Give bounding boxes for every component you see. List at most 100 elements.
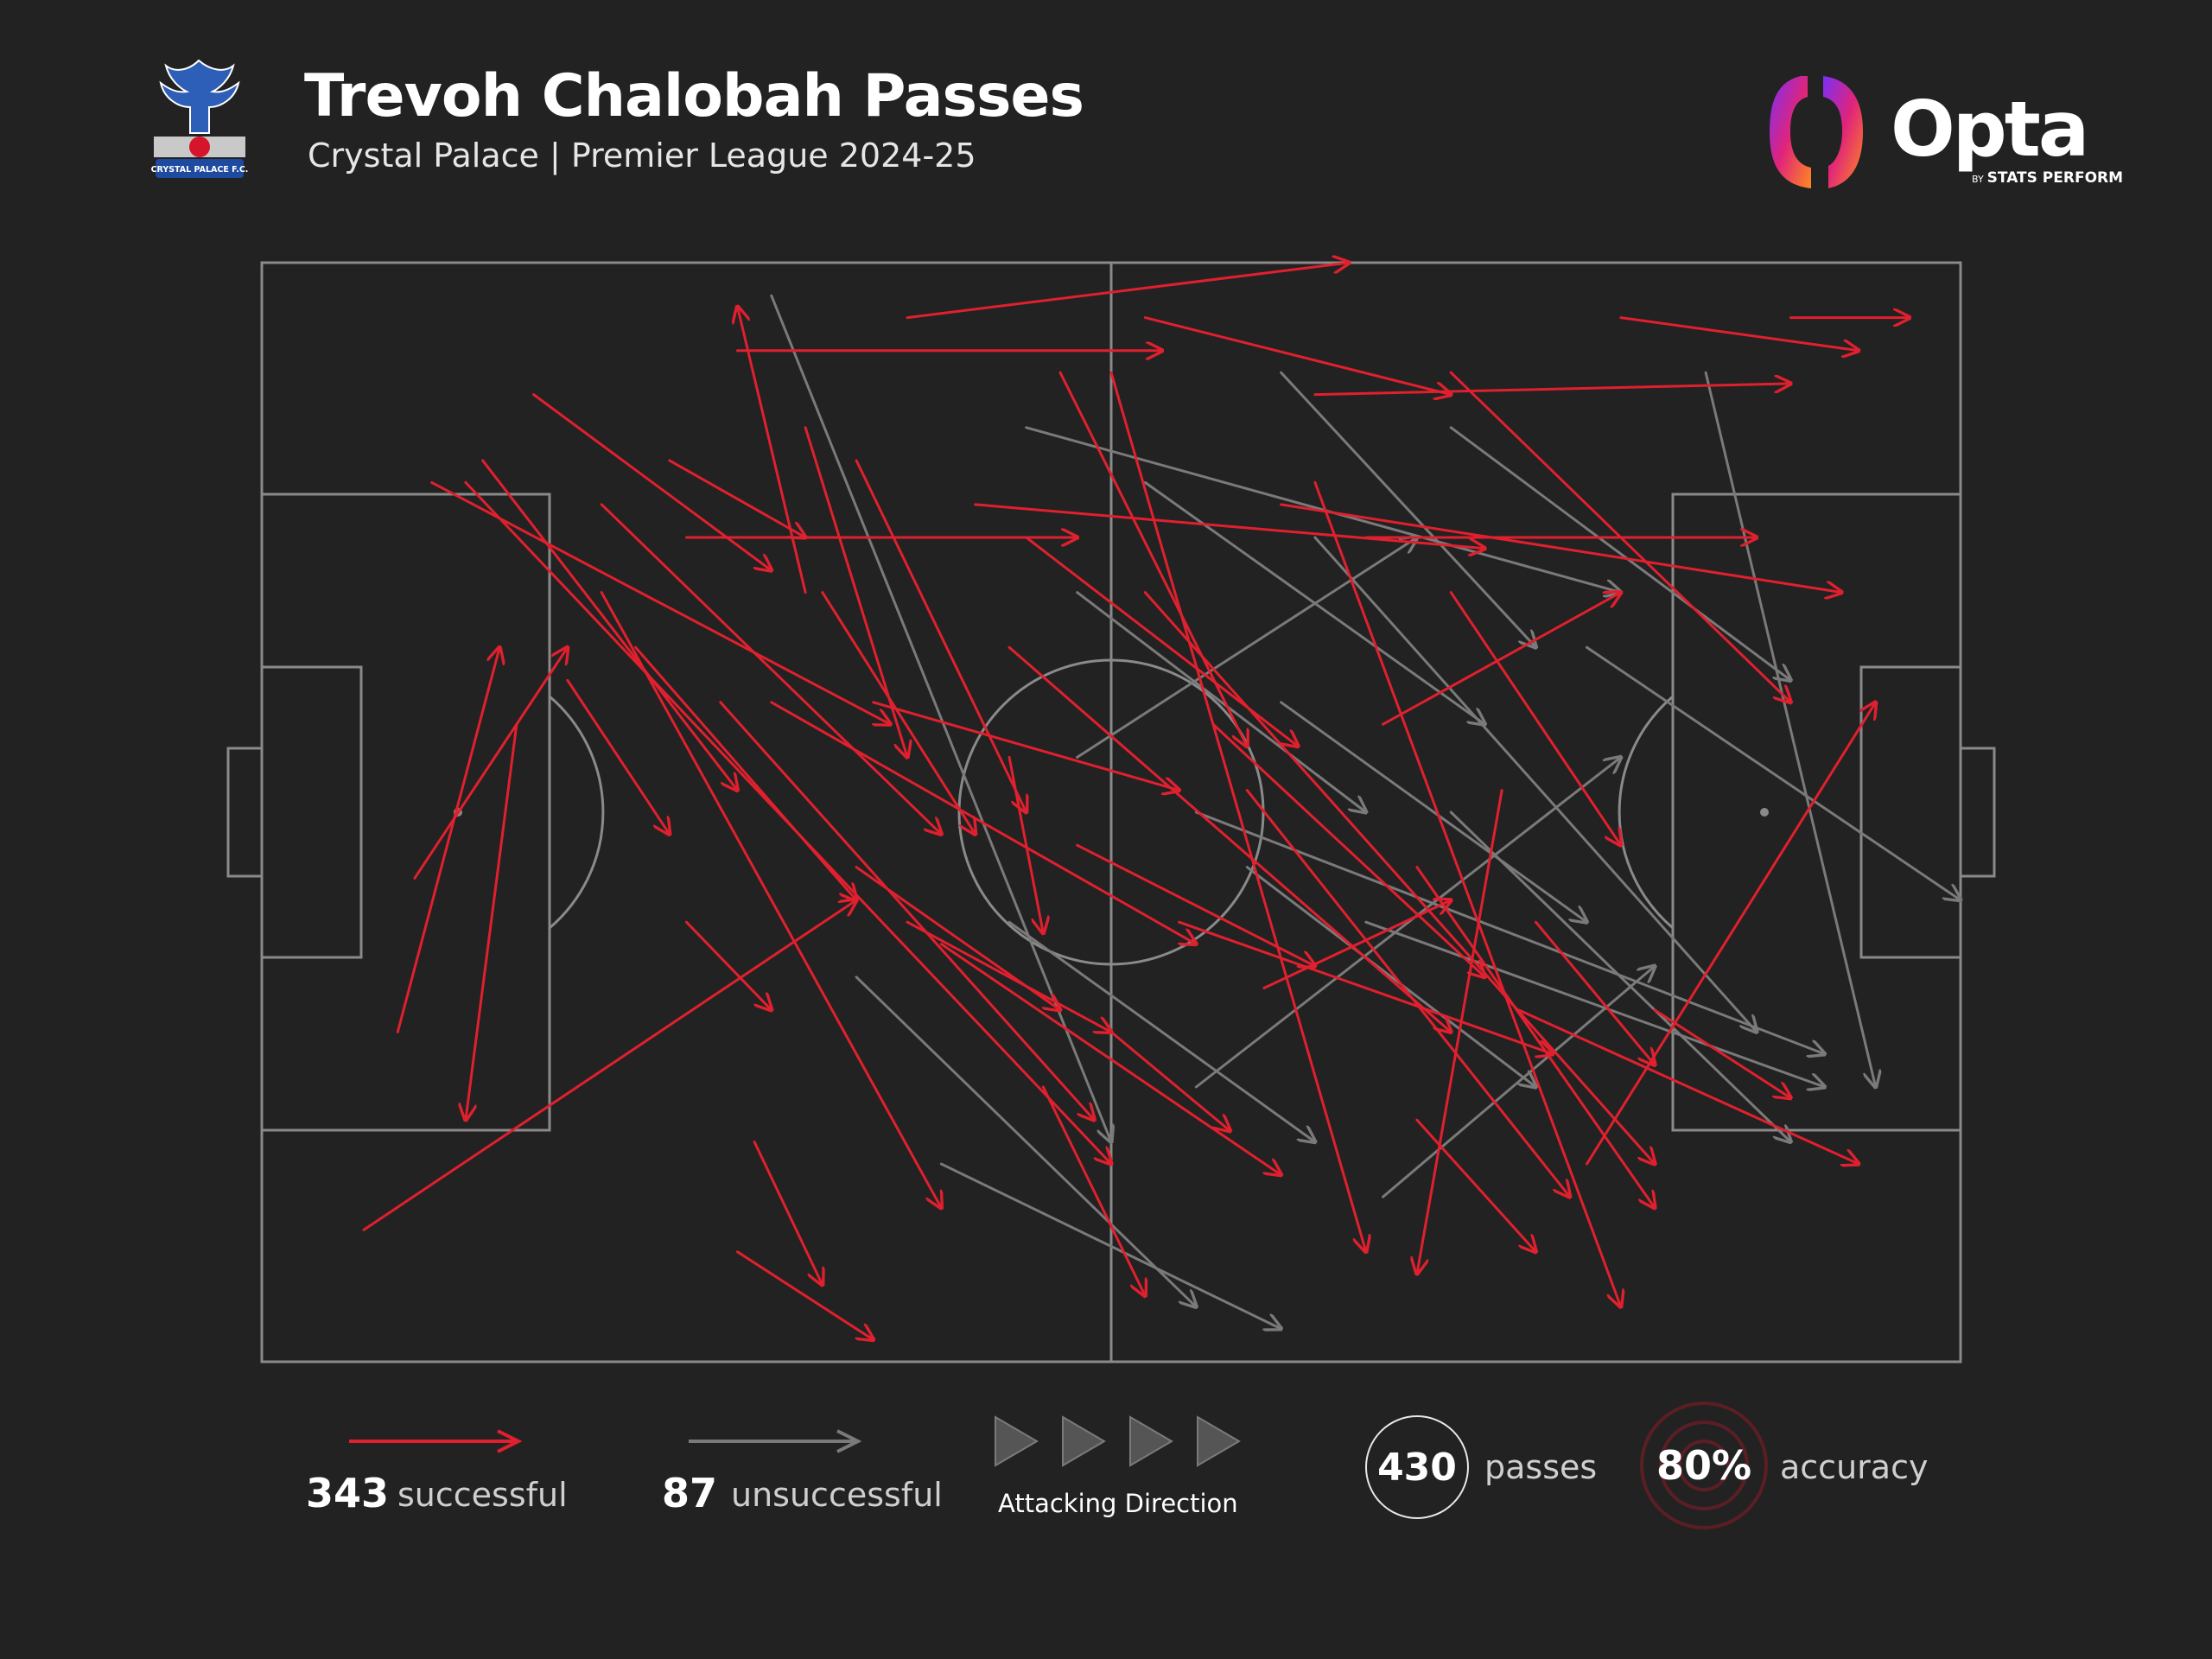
successful-pass-arrow xyxy=(1262,900,1451,990)
successful-pass-arrow xyxy=(481,459,738,791)
successful-pass-arrow xyxy=(1517,1008,1859,1164)
triangle-right-icon xyxy=(995,1415,1039,1467)
header: CRYSTAL PALACE F.C. Trevoh Chalobah Pass… xyxy=(0,0,2212,207)
unsuccessful-pass-arrow xyxy=(1194,810,1824,1054)
successful-passes xyxy=(362,263,1910,1340)
successful-pass-arrow xyxy=(1025,536,1299,747)
page-subtitle: Crystal Palace | Premier League 2024-25 xyxy=(308,137,976,175)
accuracy-badge: 80% xyxy=(1638,1400,1770,1531)
successful-pass-arrow xyxy=(396,647,499,1033)
unsuccessful-pass-arrow xyxy=(1143,480,1484,724)
successful-pass-arrow xyxy=(600,591,941,1208)
passes-count-badge: 430 xyxy=(1365,1415,1469,1519)
right-goal xyxy=(1959,747,1996,878)
successful-count: 343 xyxy=(306,1470,390,1516)
successful-pass-arrow xyxy=(1313,480,1621,1306)
unsuccessful-pass-arrow xyxy=(1382,966,1656,1198)
legend: 343 successful 87 unsuccessful 430 passe… xyxy=(0,1382,2212,1659)
accuracy-value: 80% xyxy=(1656,1442,1752,1489)
opta-wordmark: Opta xyxy=(1891,85,2089,174)
successful-pass-arrow xyxy=(770,701,1197,944)
unsuccessful-pass-arrow xyxy=(1194,757,1621,1089)
successful-pass-arrow xyxy=(753,1141,823,1285)
successful-pass-arrow xyxy=(466,722,518,1120)
unsuccessful-pass-arrow xyxy=(1585,645,1961,900)
successful-pass-arrow xyxy=(872,701,1179,791)
left-goal xyxy=(226,747,264,878)
successful-label: successful xyxy=(397,1476,568,1514)
successful-pass-arrow xyxy=(1007,755,1043,933)
successful-pass-arrow xyxy=(974,503,1485,549)
successful-pass-arrow xyxy=(1585,702,1875,1166)
unsuccessful-passes xyxy=(770,294,1961,1329)
successful-pass-arrow xyxy=(566,678,670,834)
unsuccessful-pass-arrow xyxy=(1076,537,1417,759)
unsuccessful-pass-arrow xyxy=(1245,866,1535,1087)
opta-logo-icon xyxy=(1770,76,1863,188)
unsuccessful-pass-arrow xyxy=(1704,371,1876,1087)
right-penalty-spot xyxy=(1760,808,1769,817)
unsuccessful-pass-arrow xyxy=(1007,920,1315,1141)
successful-pass-arrow xyxy=(634,645,857,900)
successful-pass-arrow xyxy=(1415,866,1655,1208)
successful-pass-arrow xyxy=(362,900,856,1231)
successful-pass-arrow xyxy=(1178,920,1554,1054)
successful-pass-arrow xyxy=(735,1250,873,1340)
unsuccessful-pass-arrow xyxy=(1280,371,1536,647)
successful-pass-arrow xyxy=(1245,789,1570,1198)
successful-pass-arrow xyxy=(1007,645,1451,1032)
left-penalty-arc xyxy=(549,695,605,930)
triangle-right-icon xyxy=(1129,1415,1173,1467)
successful-pass-arrow xyxy=(719,701,1095,1120)
successful-pass-arrow xyxy=(804,426,907,758)
successful-pass-arrow xyxy=(1535,920,1656,1065)
passes-label: passes xyxy=(1484,1448,1598,1486)
target-rings-icon xyxy=(1640,1402,1768,1529)
unsuccessful-pass-arrow xyxy=(1313,536,1757,1032)
pitch-lines xyxy=(226,261,1996,1363)
successful-pass-arrow xyxy=(413,647,568,880)
unsuccessful-pass-arrow xyxy=(939,1162,1281,1329)
successful-pass-arrow xyxy=(1382,593,1621,726)
pass-map xyxy=(207,242,2022,1382)
attacking-direction-arrows xyxy=(995,1415,1241,1467)
triangle-right-icon xyxy=(1197,1415,1241,1467)
successful-pass-arrow xyxy=(906,920,1111,1032)
successful-pass-arrow xyxy=(430,480,891,724)
opta-byline: BY STATS PERFORM xyxy=(1972,169,2123,187)
successful-pass-arrow xyxy=(821,591,976,835)
successful-pass-arrow xyxy=(855,459,1027,812)
successful-pass-arrow xyxy=(668,459,805,537)
successful-pass-arrow xyxy=(1076,843,1315,966)
successful-pass-arrow xyxy=(1109,1030,1230,1130)
accuracy-label: accuracy xyxy=(1780,1448,1929,1486)
successful-pass-arrow xyxy=(1619,316,1859,351)
successful-pass-arrow xyxy=(1041,1085,1145,1296)
successful-pass-arrow xyxy=(939,943,1281,1175)
successful-pass-arrow xyxy=(1415,1118,1536,1252)
successful-pass-arrow xyxy=(532,393,772,571)
right-six-yard-box xyxy=(1859,665,1962,959)
crest-text: CRYSTAL PALACE F.C. xyxy=(151,165,249,175)
successful-pass-arrow xyxy=(1109,371,1366,1252)
unsuccessful-pass-arrow xyxy=(1076,591,1366,812)
triangle-right-icon xyxy=(1062,1415,1106,1467)
page-title: Trevoh Chalobah Passes xyxy=(304,62,1084,130)
unsuccessful-arrow-icon xyxy=(689,1429,862,1453)
successful-pass-arrow xyxy=(1058,371,1247,746)
unsuccessful-pass-arrow xyxy=(855,976,1196,1307)
unsuccessful-pass-arrow xyxy=(1280,701,1587,922)
successful-pass-arrow xyxy=(1143,591,1655,1164)
unsuccessful-pass-arrow xyxy=(1449,426,1790,681)
successful-pass-arrow xyxy=(1313,384,1790,397)
pitch-svg xyxy=(226,242,1996,1363)
successful-pass-arrow xyxy=(685,920,772,1010)
successful-pass-arrow xyxy=(1211,722,1485,977)
opta-byline-name: STATS PERFORM xyxy=(1986,169,2124,187)
unsuccessful-count: 87 xyxy=(662,1470,718,1516)
successful-pass-arrow xyxy=(737,307,807,594)
successful-pass-arrow xyxy=(1143,316,1451,395)
successful-pass-arrow xyxy=(1417,789,1503,1274)
successful-pass-arrow xyxy=(600,503,941,835)
right-penalty-arc xyxy=(1618,695,1674,930)
